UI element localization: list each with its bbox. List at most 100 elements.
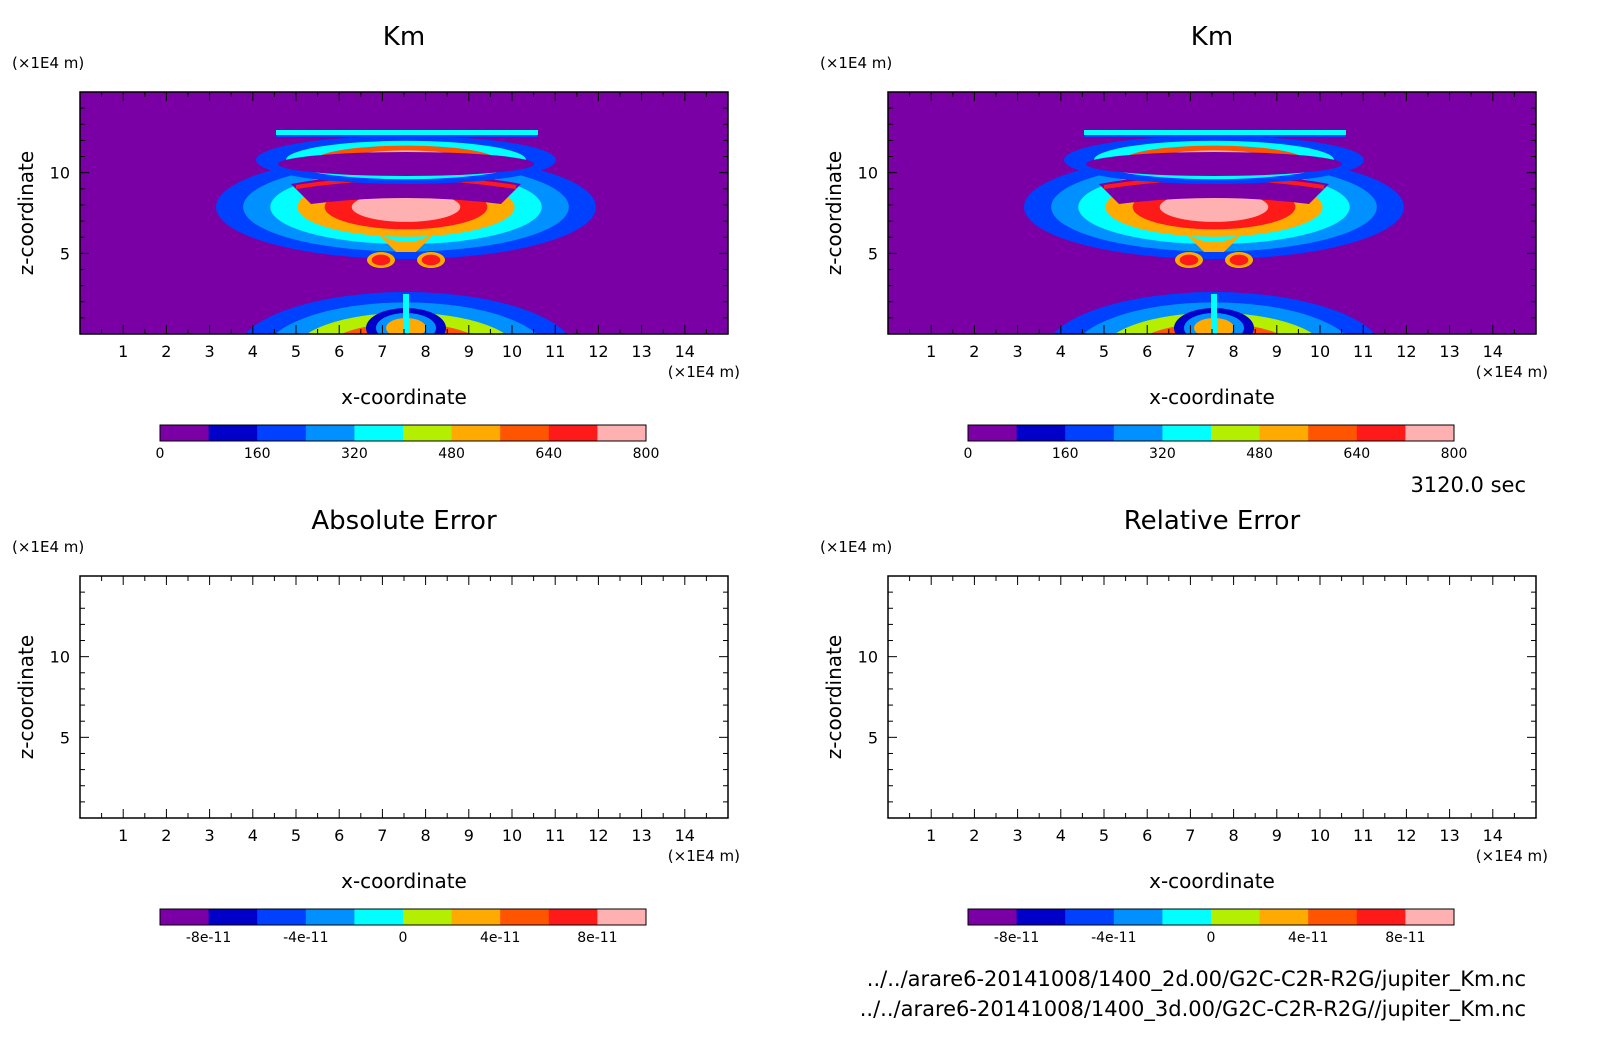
colorbar-segment [1259,425,1309,441]
chart-title: Km [1191,22,1233,52]
colorbar-segment [1113,425,1163,441]
colorbar-frame [159,424,647,442]
x-unit-label: (×1E4 m) [1476,363,1548,381]
colorbar-segment [1308,425,1358,441]
x-tick-label: 13 [1439,826,1459,845]
x-tick-label: 3 [1013,826,1023,845]
x-tick-label: 2 [161,342,171,361]
blob-left-level-8 [371,254,391,266]
file-path-1: ../../arare6-20141008/1400_2d.00/G2C-C2R… [867,967,1526,992]
colorbar-segment [1405,425,1455,441]
colorbar-segment [1211,425,1261,441]
colorbar-tick-label: 800 [1441,446,1468,462]
x-tick-label: 12 [588,826,608,845]
colorbar-tick-label: 320 [341,446,368,462]
colorbar-segment [1356,909,1406,925]
x-tick-label: 14 [675,826,695,845]
x-tick-label: 7 [1185,342,1195,361]
upper-band-core [278,152,534,176]
y-unit-label: (×1E4 m) [12,54,84,72]
top-line [276,130,538,135]
colorbar-segment [1016,909,1066,925]
chart-title: Absolute Error [311,506,497,536]
x-tick-label: 5 [1099,826,1109,845]
blob-right-level-8 [1229,254,1249,266]
x-tick-label: 5 [291,342,301,361]
colorbar-segment [208,425,258,441]
x-tick-label: 6 [1142,342,1152,361]
colorbar-segment [968,425,1018,441]
lower-dome-level-9 [391,333,421,334]
x-tick-label: 8 [421,826,431,845]
x-tick-label: 1 [118,342,128,361]
colorbar-tick-label: 640 [535,446,562,462]
x-tick-label: 11 [1353,342,1373,361]
colorbar-tick-label: -4e-11 [283,930,328,946]
lower-spine [1211,294,1217,334]
y-tick-label: 5 [868,244,878,263]
x-tick-label: 6 [334,342,344,361]
y-unit-label: (×1E4 m) [12,538,84,556]
chart-title: Km [383,22,425,52]
x-tick-label: 4 [248,342,258,361]
x-tick-label: 5 [291,826,301,845]
colorbar-segment [403,909,453,925]
file-path-2: ../../arare6-20141008/1400_3d.00/G2C-C2R… [860,997,1526,1022]
colorbar-tick-label: 480 [438,446,465,462]
plot-frame [887,575,1537,819]
colorbar-segment [1356,425,1406,441]
colorbar-segment [968,909,1018,925]
x-tick-label: 8 [1229,342,1239,361]
x-tick-label: 12 [1396,826,1416,845]
x-tick-label: 9 [1272,826,1282,845]
x-tick-label: 13 [1439,342,1459,361]
colorbar-segment [1065,425,1115,441]
lower-spine [403,294,409,334]
x-axis-label: x-coordinate [341,385,467,409]
y-tick-label: 10 [858,164,878,183]
y-tick-label: 5 [60,244,70,263]
colorbar-segment [1065,909,1115,925]
x-tick-label: 4 [1056,342,1066,361]
colorbar-segment [1162,909,1212,925]
colorbar-frame [967,424,1455,442]
colorbar-segment [257,909,307,925]
x-tick-label: 12 [588,342,608,361]
colorbar-segment [305,425,355,441]
x-tick-label: 4 [1056,826,1066,845]
top-line [1084,130,1346,135]
y-axis-label: z-coordinate [14,151,38,275]
colorbar-frame [967,908,1455,926]
colorbar-tick-label: 8e-11 [577,930,617,946]
x-tick-label: 1 [926,826,936,845]
x-tick-label: 8 [1229,826,1239,845]
x-axis-label: x-coordinate [1149,385,1275,409]
x-tick-label: 13 [631,826,651,845]
chart-panel-4: Relative Error(×1E4 m)1 2 3 4 5 6 7 8 9 10 11 12 13 1… [820,506,1548,946]
x-tick-label: 6 [334,826,344,845]
x-tick-label: 4 [248,826,258,845]
x-tick-label: 7 [377,342,387,361]
x-tick-label: 2 [969,826,979,845]
y-unit-label: (×1E4 m) [820,54,892,72]
chart-title: Relative Error [1124,506,1301,536]
colorbar-tick-label: 4e-11 [480,930,520,946]
x-tick-label: 14 [1483,342,1503,361]
x-unit-label: (×1E4 m) [668,363,740,381]
colorbar-frame [159,908,647,926]
colorbar-segment [500,909,550,925]
colorbar-segment [1405,909,1455,925]
y-axis-label: z-coordinate [822,151,846,275]
colorbar-segment [548,909,598,925]
colorbar-segment [1259,909,1309,925]
colorbar-tick-label: 160 [244,446,271,462]
x-tick-label: 9 [464,826,474,845]
colorbar-tick-label: 0 [964,446,973,462]
plot-frame [79,575,729,819]
